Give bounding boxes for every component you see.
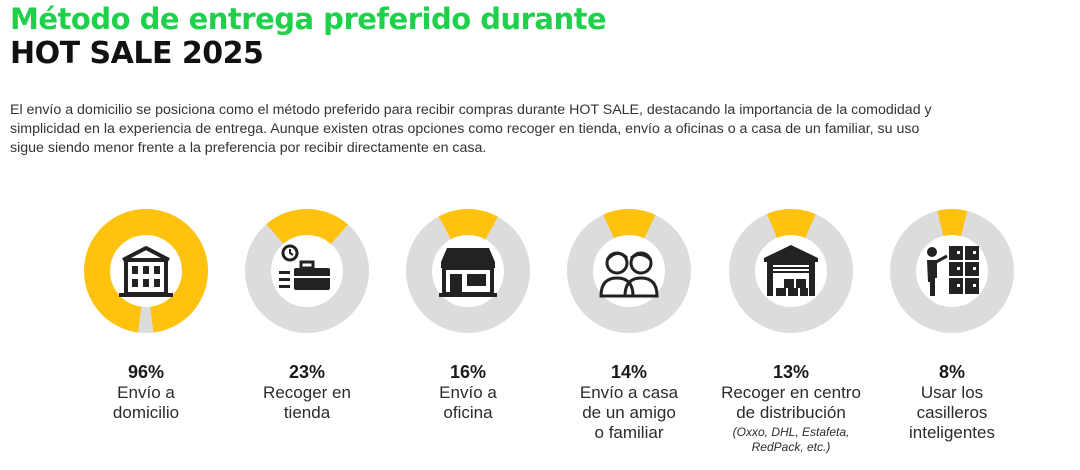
- locker-person-icon: [919, 238, 985, 304]
- category-label-line: casilleros: [916, 403, 988, 422]
- chart-item: 14% Envío a casa de un amigo o familiar: [554, 208, 704, 443]
- category-note-line: (Oxxo, DHL, Estafeta,: [732, 425, 850, 439]
- donut-chart: [567, 209, 691, 333]
- category-label-line: Recoger en: [263, 383, 351, 402]
- donut-chart: [406, 209, 530, 333]
- briefcase-clock-icon: [274, 238, 340, 304]
- title-line-1: Método de entrega preferido durante: [10, 2, 607, 36]
- donut-value-arc: [84, 209, 208, 333]
- title-line-2: HOT SALE 2025: [10, 36, 264, 71]
- description: El envío a domicilio se posiciona como e…: [10, 101, 1078, 158]
- donut-chart: [245, 209, 369, 333]
- category-label-line: Envío a: [439, 383, 497, 402]
- donut-value-arc: [890, 209, 1014, 333]
- percentage-label: 14%: [610, 362, 648, 382]
- category-label-line: oficina: [443, 403, 493, 422]
- category-label: Envío a domicilio: [71, 383, 221, 423]
- donut-chart: [729, 209, 853, 333]
- category-label-line: de distribución: [736, 403, 846, 422]
- donut-chart: [890, 209, 1014, 333]
- percentage-label: 13%: [772, 362, 810, 382]
- category-label-line: tienda: [283, 403, 331, 422]
- description-line: sigue siendo menor frente a la preferenc…: [10, 140, 487, 156]
- chart-item: 16% Envío a oficina: [393, 208, 543, 423]
- category-label: Recoger en centro de distribución: [716, 383, 866, 423]
- category-label: Envío a casa de un amigo o familiar: [554, 383, 704, 443]
- garage-boxes-icon: [758, 238, 824, 304]
- category-label: Recoger en tienda: [232, 383, 382, 423]
- donut-chart: [84, 209, 208, 333]
- percentage-label: 96%: [127, 362, 165, 382]
- chart-item: 96% Envío a domicilio: [71, 208, 221, 423]
- warehouse-icon: [113, 238, 179, 304]
- percentage-label: 23%: [288, 362, 326, 382]
- category-label-line: de un amigo: [582, 403, 676, 422]
- chart-item: 23% Recoger en tienda: [232, 208, 382, 423]
- donut-value-arc: [729, 209, 853, 333]
- storefront-icon: [435, 238, 501, 304]
- percentage-label: 16%: [449, 362, 487, 382]
- category-label: Envío a oficina: [393, 383, 543, 423]
- chart-item: 8% Usar los casilleros inteligentes: [877, 208, 1027, 443]
- category-label-line: Usar los: [920, 383, 984, 402]
- donut-value-arc: [567, 209, 691, 333]
- description-line: simplicidad en la experiencia de entrega…: [10, 121, 920, 137]
- category-label-line: Recoger en centro: [721, 383, 861, 402]
- category-label-line: inteligentes: [908, 423, 995, 442]
- chart-item: 13% Recoger en centro de distribución (Oxxo…: [716, 208, 866, 455]
- category-label-line: Envío a: [117, 383, 175, 402]
- category-note: (Oxxo, DHL, Estafeta, RedPack, etc.): [716, 425, 866, 455]
- category-note-line: RedPack, etc.): [751, 440, 831, 454]
- category-label-line: o familiar: [594, 423, 664, 442]
- donut-value-arc: [406, 209, 530, 333]
- category-label-line: Envío a casa: [579, 383, 679, 402]
- category-label-line: domicilio: [112, 403, 180, 422]
- donut-value-arc: [245, 209, 369, 333]
- category-label: Usar los casilleros inteligentes: [877, 383, 1027, 443]
- description-line: El envío a domicilio se posiciona como e…: [10, 102, 932, 118]
- percentage-label: 8%: [938, 362, 965, 382]
- two-people-icon: [596, 238, 662, 304]
